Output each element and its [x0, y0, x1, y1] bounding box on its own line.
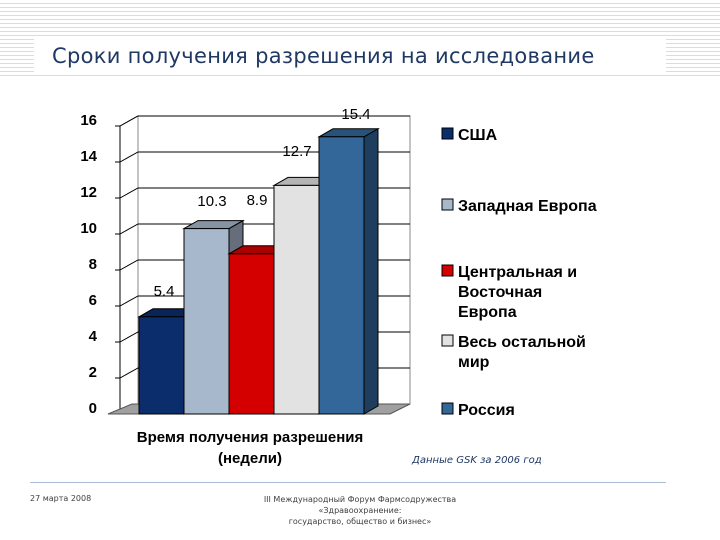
- data-label-4: 12.7: [282, 143, 311, 160]
- bar-series-3: [228, 253, 275, 415]
- legend-swatch-3: [441, 264, 454, 277]
- data-label-5: 15.4: [341, 106, 370, 123]
- y-tick-label-4: 4: [89, 328, 98, 345]
- legend-swatch-4: [441, 334, 454, 347]
- y-tick-label-6: 6: [89, 292, 97, 309]
- legend-label-2-line-1: Западная Европа: [458, 198, 597, 215]
- legend-label-4-line-1: Весь остальной: [458, 334, 586, 351]
- source-note: Данные GSK за 2006 год: [412, 455, 542, 466]
- bar-side-series-5: [363, 127, 379, 415]
- footer-divider: [30, 482, 666, 483]
- legend-label-4-line-2: мир: [458, 354, 490, 371]
- legend-swatch-1: [441, 127, 454, 140]
- y-tick-label-12: 12: [80, 184, 97, 201]
- y-tick-label-0: 0: [89, 400, 97, 417]
- data-label-3: 8.9: [247, 192, 268, 209]
- legend-label-1-line-1: США: [458, 127, 498, 144]
- legend-swatch-2: [441, 198, 454, 211]
- gridline-16: [119, 115, 410, 127]
- footer-event-line-2: «Здравоохранение:: [318, 506, 402, 515]
- data-label-1: 5.4: [154, 283, 175, 300]
- footer-event: III Международный Форум Фармсодружества …: [240, 494, 480, 527]
- x-axis-label-line-2: (недели): [218, 450, 282, 467]
- y-tick-label-8: 8: [89, 256, 97, 273]
- legend-label-3-line-2: Восточная: [458, 284, 542, 301]
- legend-label-3-line-1: Центральная и: [458, 264, 577, 281]
- data-label-2: 10.3: [197, 193, 226, 210]
- bar-series-1: [138, 316, 185, 415]
- legend-label-5-line-1: Россия: [458, 402, 515, 419]
- bar-chart: 0 2 4 6 8 10 12 14 16 5.4 10.3 8.9 12.7 15.4 Время пол…: [80, 106, 597, 467]
- footer-event-line-3: государство, общество и бизнес»: [288, 517, 432, 526]
- legend-label-3-line-3: Европа: [458, 304, 517, 321]
- footer-event-line-1: III Международный Форум Фармсодружества: [263, 495, 457, 504]
- legend-swatch-5: [441, 402, 454, 415]
- bar-series-2: [183, 228, 230, 415]
- y-tick-label-14: 14: [80, 148, 97, 165]
- slide-title: Сроки получения разрешения на исследован…: [52, 44, 595, 68]
- bar-series-4: [273, 184, 320, 415]
- bar-series-5: [318, 136, 365, 415]
- y-tick-label-16: 16: [80, 112, 97, 129]
- y-tick-label-2: 2: [89, 364, 97, 381]
- footer-date: 27 марта 2008: [30, 494, 92, 503]
- x-axis-label-line-1: Время получения разрешения: [137, 429, 363, 446]
- y-tick-label-10: 10: [80, 220, 97, 237]
- title-background: [34, 38, 666, 72]
